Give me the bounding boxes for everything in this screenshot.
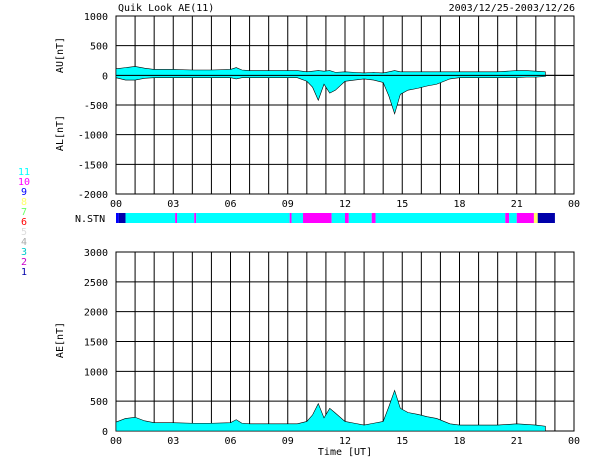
au-al-xtick-label: 21 [511, 199, 523, 210]
au-al-xtick-label: 00 [568, 199, 580, 210]
ae-xtick-label: 03 [167, 436, 179, 447]
station-segment [533, 213, 538, 223]
x-axis-label: Time [UT] [318, 447, 372, 458]
ae-ytick-label: 1000 [84, 367, 108, 378]
station-segment [509, 213, 517, 223]
au-al-ytick-label: 0 [102, 71, 108, 82]
au-al-frame [115, 15, 575, 195]
au-al-ytick-label: -1000 [78, 131, 108, 142]
station-segment [348, 213, 372, 223]
ae-ytick-label: 0 [102, 427, 108, 438]
station-segment [196, 213, 290, 223]
station-legend-entry: 3 [21, 247, 27, 258]
au-al-ytick-label: -500 [84, 101, 108, 112]
ae-xtick-label: 12 [339, 436, 351, 447]
station-segment [331, 213, 345, 223]
au-al-ytick-label: 1000 [84, 12, 108, 23]
au-al-ytick-label: -2000 [78, 190, 108, 201]
ae-axis-label: AE[nT] [55, 322, 66, 358]
al-area [115, 75, 546, 115]
station-legend-entry: 7 [21, 207, 27, 218]
au-al-xtick-label: 09 [282, 199, 294, 210]
station-legend-entry: 2 [21, 257, 27, 268]
al-axis-label: AL[nT] [55, 115, 66, 151]
station-segment [516, 213, 534, 223]
au-al-xtick-label: 18 [453, 199, 465, 210]
ae-xtick-label: 09 [282, 436, 294, 447]
au-al-ytick-label: 500 [90, 42, 108, 53]
station-segment [375, 213, 506, 223]
station-segment [194, 213, 197, 223]
station-segment [175, 213, 178, 223]
station-segment [345, 213, 349, 223]
ae-xtick-label: 00 [110, 436, 122, 447]
station-segment [537, 213, 555, 223]
station-legend-entry: 9 [21, 187, 27, 198]
station-segment [177, 213, 195, 223]
ae-xtick-label: 06 [224, 436, 236, 447]
ae-ytick-label: 2000 [84, 308, 108, 319]
station-legend-entry: 5 [21, 227, 27, 238]
station-segment [291, 213, 304, 223]
au-al-xtick-label: 12 [339, 199, 351, 210]
station-count-label: N.STN [75, 214, 105, 225]
station-legend-entry: 6 [21, 217, 27, 228]
station-legend-entry: 11 [18, 167, 30, 178]
au-al-xtick-label: 15 [396, 199, 408, 210]
station-segment [303, 213, 332, 223]
au-al-ytick-label: -1500 [78, 160, 108, 171]
au-al-xtick-label: 03 [167, 199, 179, 210]
ae-xtick-label: 15 [396, 436, 408, 447]
ae-ytick-label: 500 [90, 397, 108, 408]
station-count-bar [116, 213, 555, 223]
station-legend-entry: 8 [21, 197, 27, 208]
ae-xtick-label: 18 [453, 436, 465, 447]
station-segment [505, 213, 510, 223]
ae-ytick-label: 2500 [84, 278, 108, 289]
au-al-xtick-label: 06 [224, 199, 236, 210]
station-segment [118, 213, 126, 223]
ae-ytick-label: 1500 [84, 338, 108, 349]
station-segment [125, 213, 176, 223]
station-segment [289, 213, 292, 223]
station-legend-entry: 4 [21, 237, 27, 248]
station-legend-entry: 10 [18, 177, 30, 188]
ae-xtick-label: 21 [511, 436, 523, 447]
station-legend-entry: 1 [21, 267, 27, 278]
ae-xtick-label: 00 [568, 436, 580, 447]
station-segment [371, 213, 376, 223]
ae-area [115, 389, 546, 432]
ae-ytick-label: 3000 [84, 248, 108, 259]
au-area [115, 66, 546, 76]
station-segment [116, 213, 119, 223]
au-al-xtick-label: 00 [110, 199, 122, 210]
date-range: 2003/12/25-2003/12/26 [449, 3, 575, 14]
au-axis-label: AU[nT] [55, 37, 66, 73]
chart-title: Quik Look AE(11) [118, 3, 214, 14]
